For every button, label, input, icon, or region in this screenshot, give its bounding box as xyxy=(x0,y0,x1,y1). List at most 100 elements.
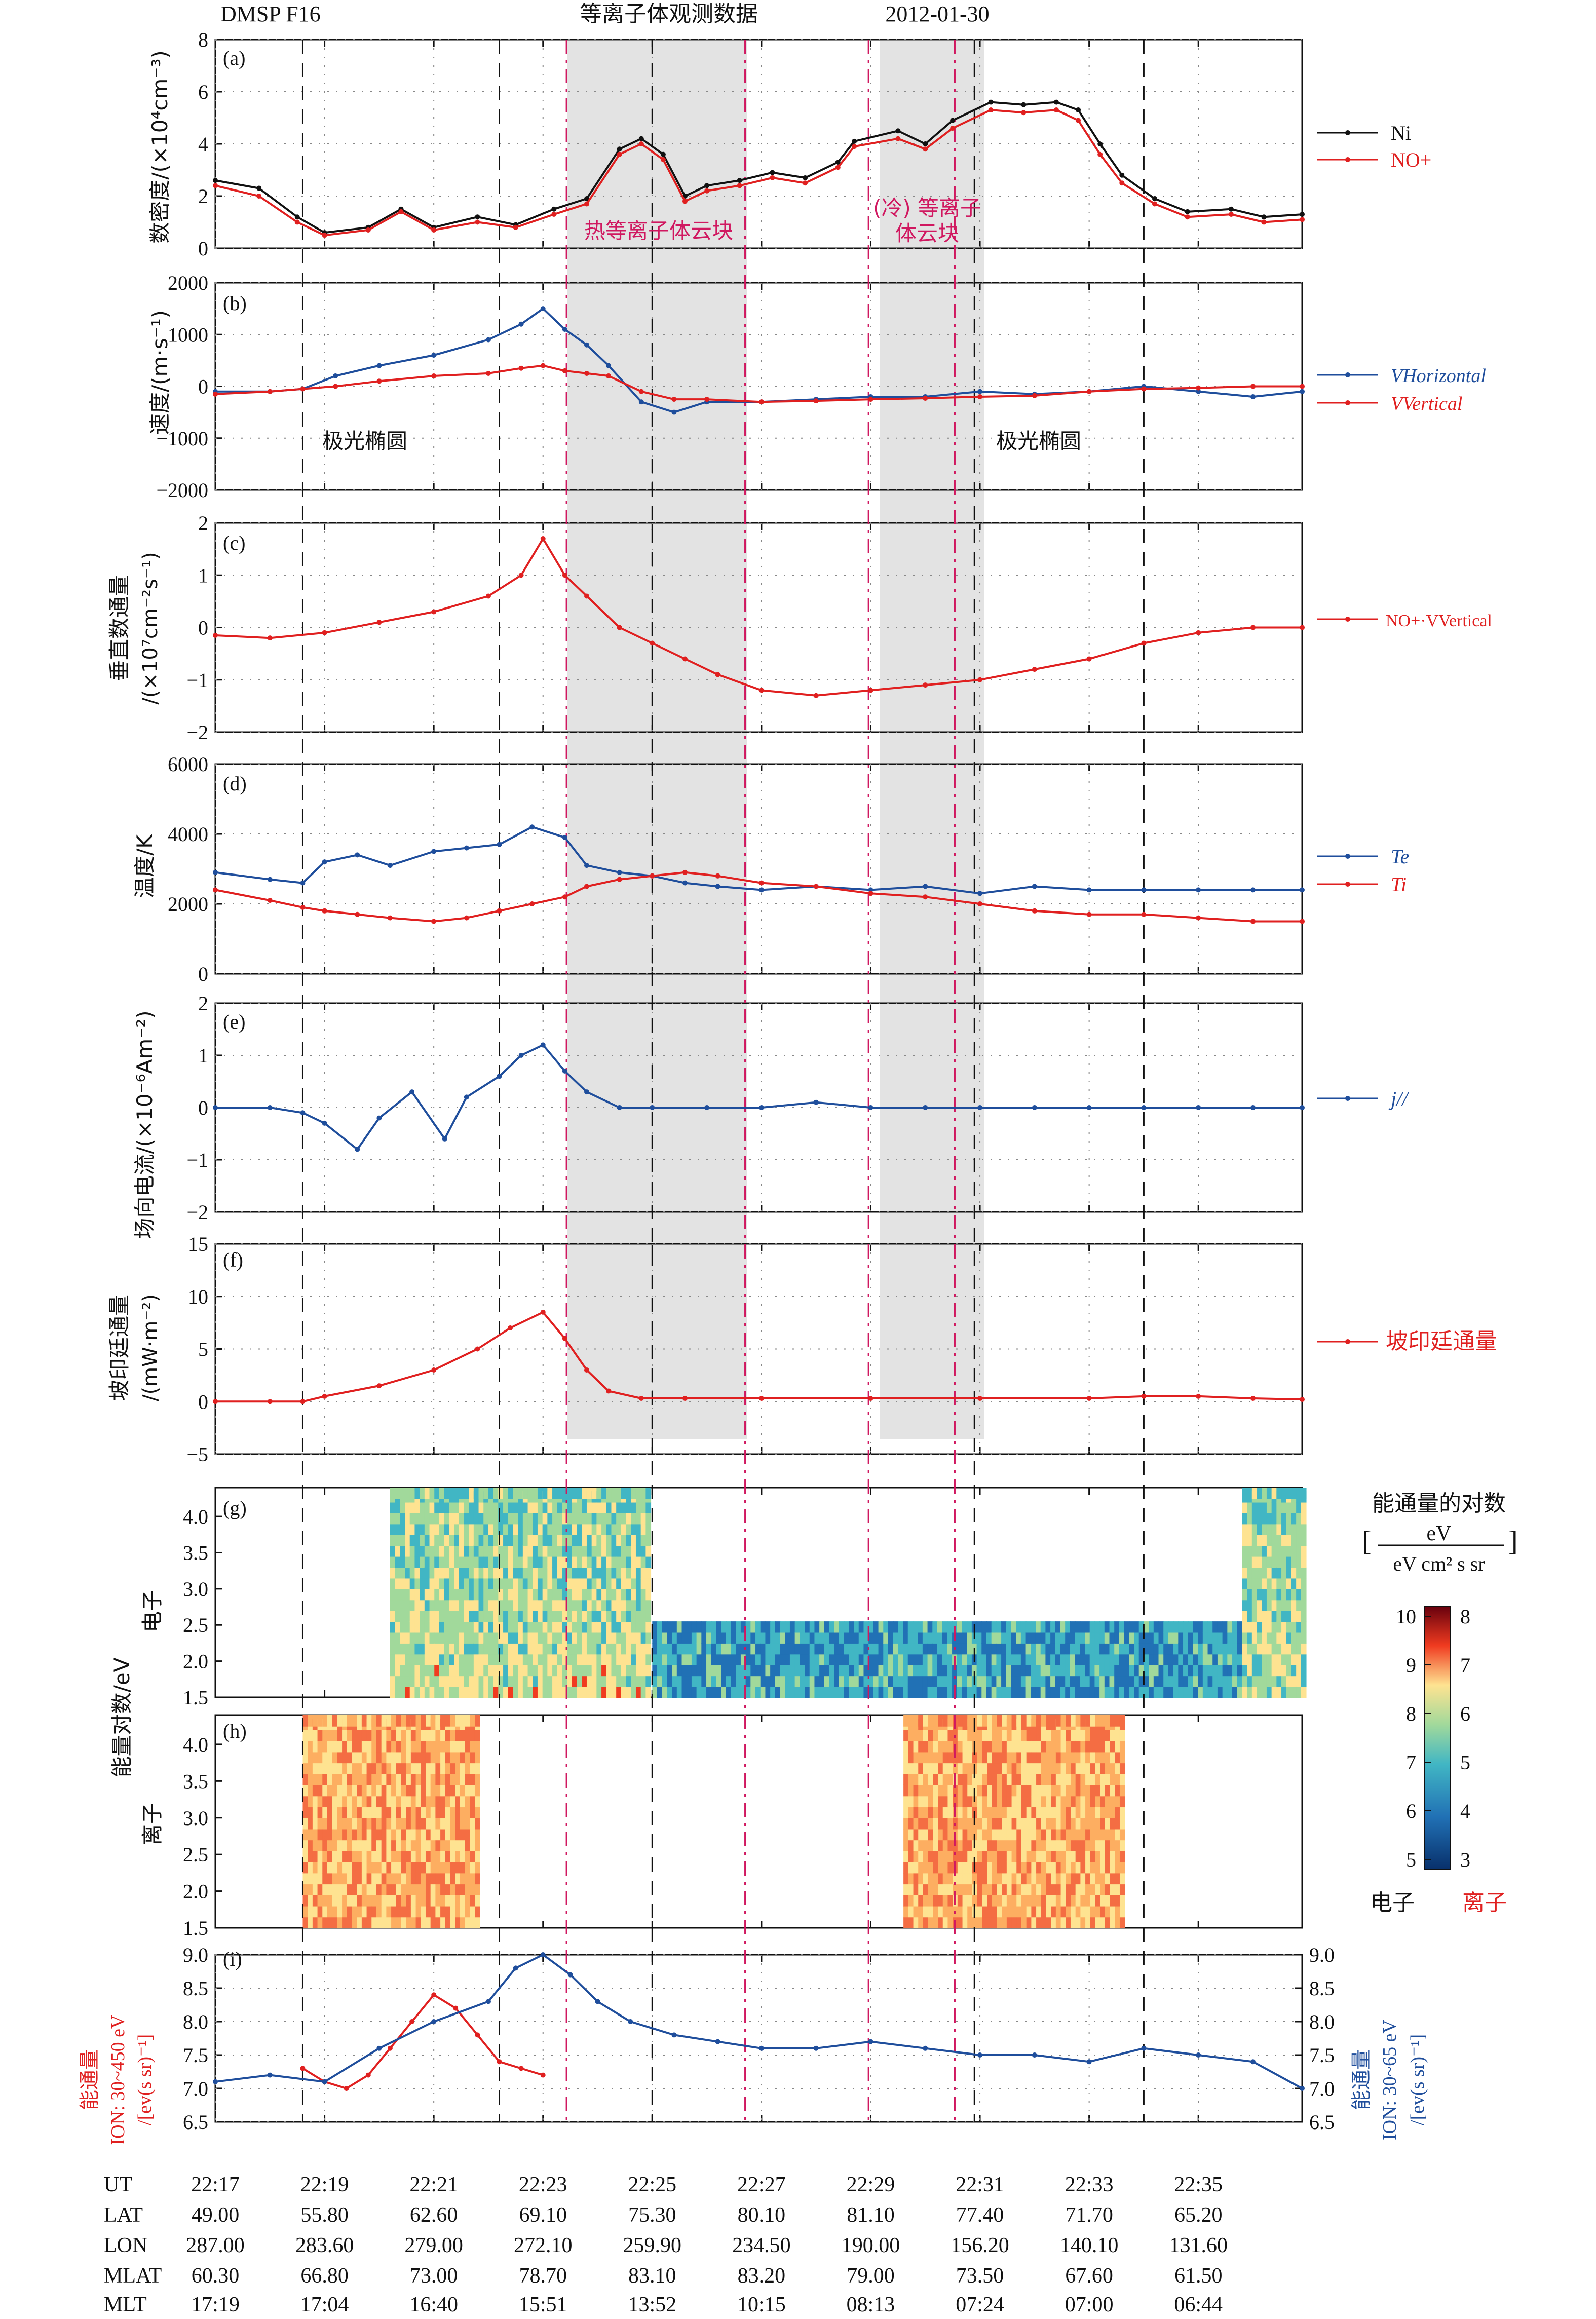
heatmap-cell xyxy=(616,1578,622,1589)
panel-g-tag: (g) xyxy=(223,1497,247,1519)
heatmap-cell xyxy=(577,1654,583,1665)
heatmap-cell xyxy=(611,1610,617,1622)
heatmap-cell xyxy=(322,1906,328,1918)
heatmap-cell xyxy=(1262,1512,1267,1525)
heatmap-cell xyxy=(302,1796,309,1808)
colorbar-ion-tick: 6 xyxy=(1460,1702,1470,1725)
heatmap-cell xyxy=(450,1807,456,1818)
heatmap-cell xyxy=(652,1686,658,1698)
heatmap-cell xyxy=(391,1917,397,1928)
data-point xyxy=(923,141,928,146)
heatmap-cell xyxy=(1006,1773,1012,1785)
axis-cell: 22:23 xyxy=(519,2173,567,2196)
heatmap-cell xyxy=(455,1894,461,1907)
heatmap-cell xyxy=(601,1567,607,1579)
heatmap-cell xyxy=(1095,1784,1101,1797)
heatmap-cell xyxy=(1094,1632,1100,1644)
heatmap-cell xyxy=(478,1545,484,1557)
data-point xyxy=(300,880,306,886)
heatmap-cell xyxy=(503,1502,509,1513)
heatmap-cell xyxy=(913,1917,919,1928)
heatmap-cell xyxy=(731,1632,737,1644)
heatmap-cell xyxy=(473,1621,479,1633)
data-point xyxy=(1086,887,1092,893)
heatmap-cell xyxy=(635,1664,641,1677)
heatmap-cell xyxy=(1041,1729,1047,1741)
heatmap-cell xyxy=(469,1676,474,1687)
heatmap-cell xyxy=(785,1686,790,1698)
heatmap-cell xyxy=(342,1917,348,1928)
heatmap-cell xyxy=(1291,1654,1297,1665)
data-point xyxy=(1086,911,1092,917)
heatmap-cell xyxy=(657,1664,663,1677)
heatmap-cell xyxy=(542,1686,548,1698)
heatmap-cell xyxy=(421,1840,426,1851)
heatmap-cell xyxy=(770,1654,776,1665)
data-point xyxy=(1250,625,1256,630)
heatmap-cell xyxy=(967,1807,973,1818)
data-point xyxy=(1141,1393,1147,1399)
heatmap-cell xyxy=(1109,1654,1115,1665)
heatmap-cell xyxy=(1080,1632,1085,1644)
heatmap-cell xyxy=(557,1588,563,1601)
data-point xyxy=(485,370,491,376)
heatmap-cell xyxy=(1031,1796,1037,1808)
heatmap-cell xyxy=(868,1676,874,1687)
heatmap-cell xyxy=(327,1729,333,1741)
heatmap-cell xyxy=(409,1588,415,1601)
heatmap-cell xyxy=(765,1632,771,1644)
heatmap-cell xyxy=(596,1664,602,1677)
heatmap-cell xyxy=(898,1632,904,1644)
heatmap-cell xyxy=(401,1784,407,1797)
heatmap-cell xyxy=(440,1752,446,1764)
heatmap-cell xyxy=(337,1894,343,1907)
heatmap-cell xyxy=(352,1873,358,1885)
heatmap-cell xyxy=(586,1567,592,1579)
heatmap-cell xyxy=(420,1610,425,1622)
axis-cell: 69.10 xyxy=(519,2203,567,2227)
heatmap-cell xyxy=(1144,1621,1150,1633)
heatmap-cell xyxy=(1016,1884,1022,1895)
heatmap-cell xyxy=(1100,1729,1106,1741)
heatmap-cell xyxy=(937,1643,943,1655)
heatmap-cell xyxy=(508,1502,514,1513)
heatmap-cell xyxy=(414,1588,421,1601)
heatmap-cell xyxy=(1025,1676,1032,1687)
heatmap-cell xyxy=(522,1556,528,1568)
heatmap-cell xyxy=(1276,1502,1282,1513)
heatmap-cell xyxy=(1119,1894,1125,1907)
data-point xyxy=(584,1089,589,1095)
heatmap-cell xyxy=(1085,1807,1091,1818)
heatmap-cell xyxy=(366,1752,372,1764)
panel-d-ytick-label: 4000 xyxy=(168,823,208,846)
heatmap-cell xyxy=(932,1632,938,1644)
heatmap-cell xyxy=(1104,1654,1110,1665)
axis-cell: 272.10 xyxy=(514,2234,573,2257)
heatmap-cell xyxy=(1115,1740,1120,1753)
legends: Ni NO+ VHorizontal VVertical NO+·VVertic… xyxy=(1317,122,1497,1354)
heatmap-cell xyxy=(1281,1488,1287,1499)
heatmap-cell xyxy=(357,1850,362,1862)
heatmap-cell xyxy=(606,1632,612,1644)
heatmap-cell xyxy=(696,1621,702,1633)
heatmap-cell xyxy=(400,1545,406,1557)
heatmap-cell xyxy=(601,1524,607,1535)
heatmap-cell xyxy=(332,1752,338,1764)
heatmap-cell xyxy=(1119,1796,1125,1808)
heatmap-cell xyxy=(1266,1632,1272,1644)
heatmap-cell xyxy=(1124,1676,1130,1687)
heatmap-cell xyxy=(953,1884,958,1895)
heatmap-cell xyxy=(371,1784,377,1797)
heatmap-cell xyxy=(775,1664,781,1677)
heatmap-cell xyxy=(1242,1610,1248,1622)
heatmap-cell xyxy=(1105,1729,1111,1741)
heatmap-cell xyxy=(1100,1773,1106,1785)
heatmap-cell xyxy=(942,1873,948,1885)
heatmap-cell xyxy=(483,1664,489,1677)
heatmap-cell xyxy=(473,1534,479,1546)
heatmap-cell xyxy=(1066,1917,1071,1928)
heatmap-cell xyxy=(508,1588,514,1601)
heatmap-cell xyxy=(317,1784,323,1797)
heatmap-cell xyxy=(844,1664,850,1677)
